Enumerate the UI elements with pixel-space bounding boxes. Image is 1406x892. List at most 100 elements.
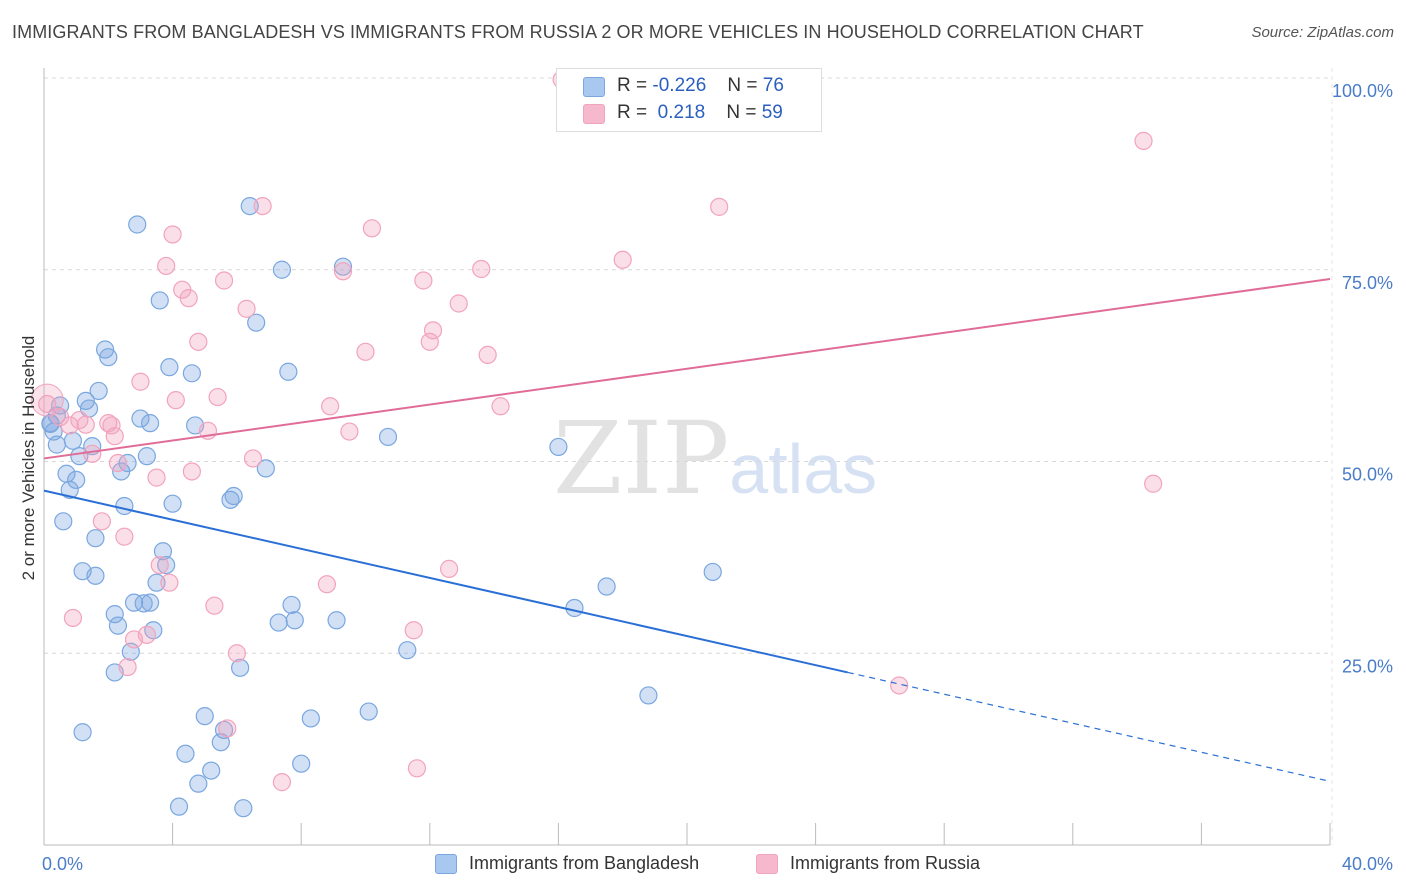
scatter-point: [41, 414, 60, 433]
x-tick-label: 40.0%: [1342, 854, 1393, 874]
bottom-legend-swatch-bangladesh: [435, 854, 457, 874]
watermark: ZIPatlas: [553, 400, 877, 517]
points-layer: [30, 70, 1163, 818]
scatter-point: [890, 676, 909, 695]
scatter-point: [253, 196, 272, 216]
scatter-point: [108, 453, 128, 473]
scatter-point: [703, 562, 722, 582]
scatter-point: [279, 362, 298, 381]
legend-n-value: 59: [761, 102, 783, 123]
scatter-point: [118, 453, 137, 473]
scatter-point: [89, 381, 108, 401]
legend-swatch-russia: [583, 104, 605, 124]
scatter-point: [423, 321, 443, 340]
scatter-point: [407, 759, 427, 778]
scatter-point: [327, 611, 346, 630]
scatter-point: [333, 257, 353, 276]
scatter-point: [710, 197, 729, 216]
scatter-point: [157, 555, 176, 575]
legend-n-value: 76: [762, 75, 784, 96]
scatter-point: [163, 494, 182, 513]
scatter-point: [137, 625, 156, 644]
trend-line-russia: [43, 277, 1331, 460]
scatter-point: [92, 512, 111, 531]
scatter-point: [472, 259, 491, 279]
scatter-point: [189, 332, 208, 351]
scatter-point: [272, 773, 292, 792]
scatter-point: [153, 542, 173, 561]
scatter-point: [166, 391, 185, 410]
chart-title: IMMIGRANTS FROM BANGLADESH VS IMMIGRANTS…: [12, 22, 1144, 42]
scatter-point: [301, 709, 320, 728]
scatter-point: [169, 797, 189, 816]
scatter-point: [256, 459, 275, 478]
scatter-point: [195, 707, 214, 726]
scatter-point: [597, 577, 616, 596]
scatter-point: [73, 723, 92, 742]
x-tick-label: 0.0%: [42, 854, 83, 874]
scatter-point: [131, 372, 150, 391]
watermark-atlas: atlas: [729, 430, 878, 508]
scatter-point: [67, 470, 86, 490]
scatter-point: [105, 605, 124, 624]
scatter-point: [160, 358, 179, 377]
scatter-point: [356, 342, 375, 361]
scatter-point: [189, 774, 208, 793]
scatter-point: [38, 394, 57, 414]
bottom-legend-swatch-russia: [756, 854, 778, 874]
trend-lines: [43, 277, 1331, 782]
scatter-point: [147, 573, 166, 592]
scatter-point: [420, 332, 439, 351]
scatter-point: [247, 313, 266, 332]
scatter-point: [131, 409, 150, 428]
scatter-point: [378, 427, 398, 447]
legend-swatch-bangladesh: [583, 77, 605, 97]
bottom-legend-label-bangladesh: Immigrants from Bangladesh: [469, 853, 700, 873]
bottom-legend-label-russia: Immigrants from Russia: [790, 853, 981, 873]
legend-text-bangladesh: R = -0.226 N = 76: [617, 75, 784, 97]
scatter-point: [63, 608, 83, 628]
legend-r-label: R =: [617, 75, 648, 96]
legend-n-label: N =: [727, 75, 758, 96]
scatter-point: [218, 719, 237, 738]
scatter-point: [108, 616, 128, 635]
scatter-point: [243, 449, 263, 468]
scatter-point: [639, 686, 658, 705]
scatter-point: [333, 262, 353, 281]
scatter-point: [163, 225, 182, 244]
scatter-point: [359, 702, 378, 721]
scatter-point: [285, 611, 304, 630]
scatter-point: [128, 215, 147, 234]
scatter-point: [86, 566, 105, 585]
scatter-point: [269, 613, 288, 632]
trend-line-bangladesh-extension: [847, 671, 1331, 782]
scatter-point: [150, 555, 169, 575]
y-tick-label: 100.0%: [1332, 81, 1393, 101]
y-axis-title: 2 or more Vehicles in Household: [19, 336, 38, 581]
scatter-point: [182, 462, 201, 481]
scatter-point: [157, 256, 176, 276]
y-tick-label: 25.0%: [1342, 656, 1393, 676]
scatter-point: [549, 437, 568, 457]
y-tick-label: 50.0%: [1342, 465, 1393, 485]
legend-text-russia: R = 0.218 N = 59: [617, 102, 783, 124]
scatter-point: [404, 621, 423, 640]
scatter-point: [115, 527, 134, 546]
scatter-point: [179, 289, 198, 308]
legend-r-value: 0.218: [652, 102, 706, 123]
scatter-point: [208, 387, 227, 407]
scatter-point: [414, 271, 433, 290]
trend-line-bangladesh: [43, 489, 848, 674]
scatter-point: [340, 422, 359, 441]
scatter-point: [60, 416, 79, 435]
scatter-point: [70, 410, 89, 430]
scatter-point: [231, 658, 250, 677]
scatter-point: [118, 657, 137, 677]
scatter-point: [63, 431, 83, 450]
scatter-point: [202, 761, 221, 780]
legend-r-value: -0.226: [652, 75, 707, 96]
scatter-point: [240, 196, 259, 216]
scatter-point: [99, 348, 118, 367]
scatter-point: [124, 593, 144, 612]
